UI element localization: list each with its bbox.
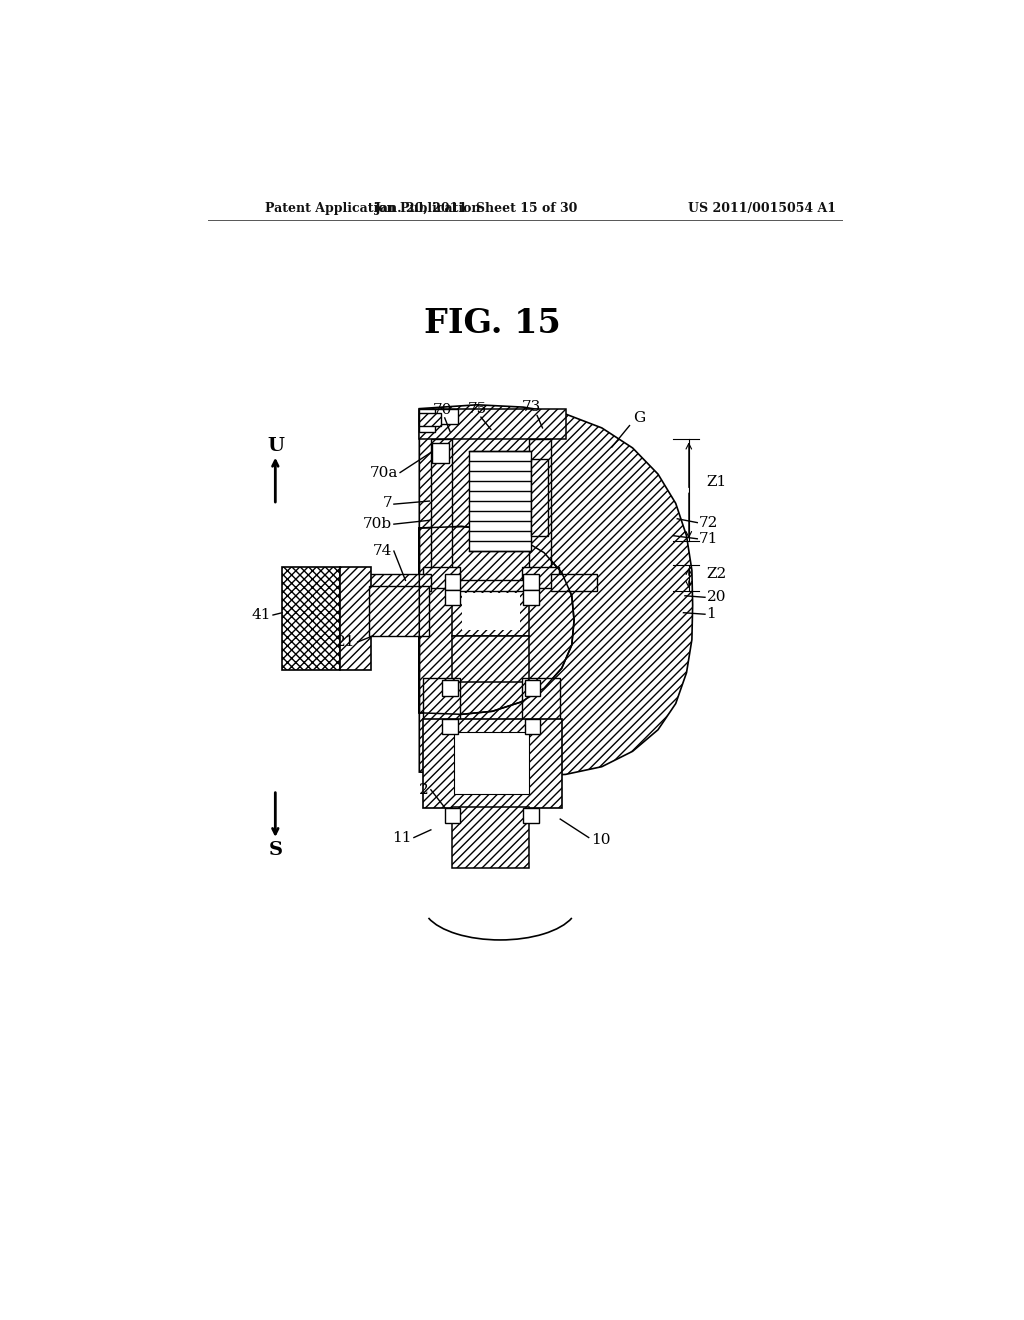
- Text: 10: 10: [591, 833, 610, 847]
- Text: 72: 72: [698, 516, 718, 529]
- Bar: [531, 459, 548, 536]
- Bar: [432, 444, 450, 462]
- Bar: [521, 678, 560, 721]
- Text: 74: 74: [373, 544, 392, 558]
- Bar: [444, 590, 460, 605]
- Text: 1: 1: [707, 607, 716, 622]
- Bar: [529, 440, 551, 574]
- Text: 75: 75: [467, 401, 486, 416]
- Bar: [453, 590, 529, 636]
- Bar: [419, 409, 565, 440]
- Text: 70: 70: [433, 403, 453, 417]
- Bar: [419, 413, 441, 426]
- Bar: [523, 590, 539, 605]
- Text: Patent Application Publication: Patent Application Publication: [265, 202, 481, 215]
- Text: 11: 11: [392, 830, 412, 845]
- Bar: [523, 574, 539, 590]
- Bar: [442, 681, 458, 696]
- Bar: [419, 409, 435, 432]
- Bar: [340, 566, 371, 671]
- Text: 20: 20: [707, 590, 726, 605]
- Bar: [524, 719, 541, 734]
- Bar: [453, 636, 529, 682]
- Bar: [523, 808, 539, 822]
- Text: 71: 71: [698, 532, 718, 545]
- Text: 73: 73: [521, 400, 541, 414]
- Text: 21: 21: [337, 635, 356, 649]
- Bar: [524, 681, 541, 696]
- Text: US 2011/0015054 A1: US 2011/0015054 A1: [688, 202, 836, 215]
- Text: 2: 2: [419, 783, 429, 797]
- Bar: [442, 719, 458, 734]
- Text: 41: 41: [252, 609, 271, 622]
- Bar: [453, 581, 529, 591]
- Text: 70b: 70b: [364, 517, 392, 531]
- Text: 70a: 70a: [370, 466, 398, 479]
- Bar: [469, 451, 531, 552]
- Bar: [419, 409, 458, 424]
- Text: Jan. 20, 2011  Sheet 15 of 30: Jan. 20, 2011 Sheet 15 of 30: [376, 202, 579, 215]
- Bar: [423, 719, 562, 808]
- Bar: [551, 574, 597, 591]
- Bar: [462, 594, 520, 631]
- PathPatch shape: [419, 405, 692, 776]
- Bar: [370, 574, 431, 591]
- Bar: [444, 574, 460, 590]
- Polygon shape: [419, 405, 692, 776]
- Bar: [423, 566, 460, 589]
- Bar: [444, 808, 460, 822]
- Bar: [423, 678, 460, 721]
- Bar: [521, 566, 559, 589]
- Bar: [454, 733, 529, 793]
- Bar: [283, 566, 340, 671]
- Bar: [370, 586, 429, 636]
- Text: 7: 7: [383, 496, 392, 511]
- Text: FIG. 15: FIG. 15: [424, 308, 561, 341]
- Text: S: S: [268, 841, 283, 859]
- Bar: [453, 807, 529, 869]
- Text: G: G: [633, 411, 645, 425]
- Text: Z1: Z1: [707, 475, 727, 488]
- Text: Z2: Z2: [707, 568, 727, 581]
- Bar: [431, 440, 453, 574]
- Text: U: U: [267, 437, 284, 454]
